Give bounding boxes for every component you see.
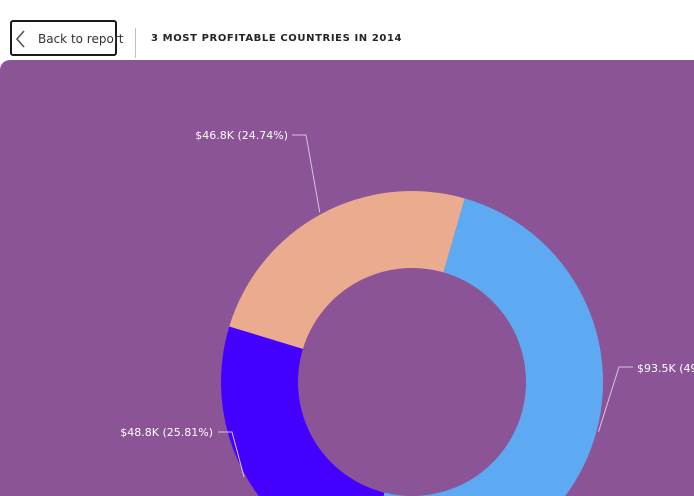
- leader-line-3: [292, 134, 321, 213]
- data-label-1: $93.5K (49.: [637, 362, 694, 375]
- header: Back to report 3 MOST PROFITABLE COUNTRI…: [0, 0, 694, 60]
- leader-line-1: [597, 366, 633, 433]
- data-label-2: $48.8K (25.81%): [120, 426, 213, 439]
- back-button-label: Back to report: [38, 32, 124, 46]
- chevron-left-icon: [15, 30, 25, 48]
- leader-line-2: [218, 431, 245, 478]
- donut-slice-3[interactable]: [229, 191, 465, 349]
- data-label-3: $46.8K (24.74%): [195, 129, 288, 142]
- chart-panel: $93.5K (49. $48.8K (25.81%) $46.8K (24.74%…: [0, 60, 694, 496]
- header-divider: [135, 28, 136, 58]
- donut-slice-2[interactable]: [221, 326, 385, 496]
- back-to-report-button[interactable]: Back to report: [10, 20, 123, 56]
- page-title: 3 MOST PROFITABLE COUNTRIES IN 2014: [151, 33, 403, 44]
- donut-slice-1[interactable]: [366, 198, 603, 496]
- donut-chart: $93.5K (49. $48.8K (25.81%) $46.8K (24.74%…: [120, 129, 694, 496]
